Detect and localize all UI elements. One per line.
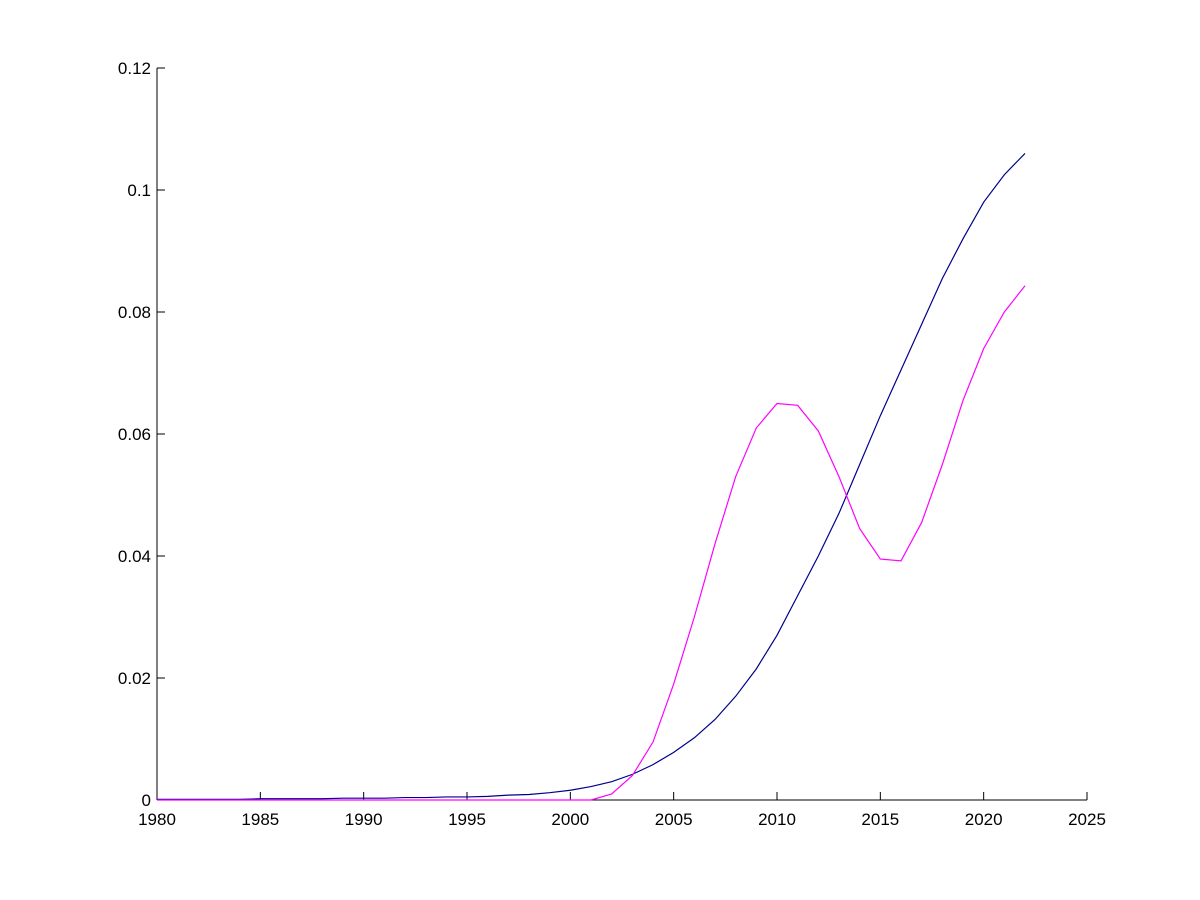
y-tick-label: 0.06: [118, 425, 151, 444]
y-tick-label: 0: [142, 791, 151, 810]
series-line: [157, 285, 1026, 801]
y-tick-label: 0.02: [118, 669, 151, 688]
x-tick-label: 2020: [965, 810, 1003, 829]
y-tick-label: 0.04: [118, 547, 151, 566]
x-tick-label: 1985: [241, 810, 279, 829]
y-tick-label: 0.08: [118, 303, 151, 322]
x-tick-label: 1990: [345, 810, 383, 829]
x-tick-label: 2025: [1068, 810, 1106, 829]
series-line: [157, 152, 1026, 800]
x-tick-label: 2010: [758, 810, 796, 829]
y-tick-label: 0.12: [118, 59, 151, 78]
x-tick-label: 1980: [138, 810, 176, 829]
y-tick-label: 0.1: [127, 181, 151, 200]
x-tick-label: 2005: [655, 810, 693, 829]
x-tick-label: 2000: [551, 810, 589, 829]
x-tick-label: 1995: [448, 810, 486, 829]
x-tick-label: 2015: [861, 810, 899, 829]
